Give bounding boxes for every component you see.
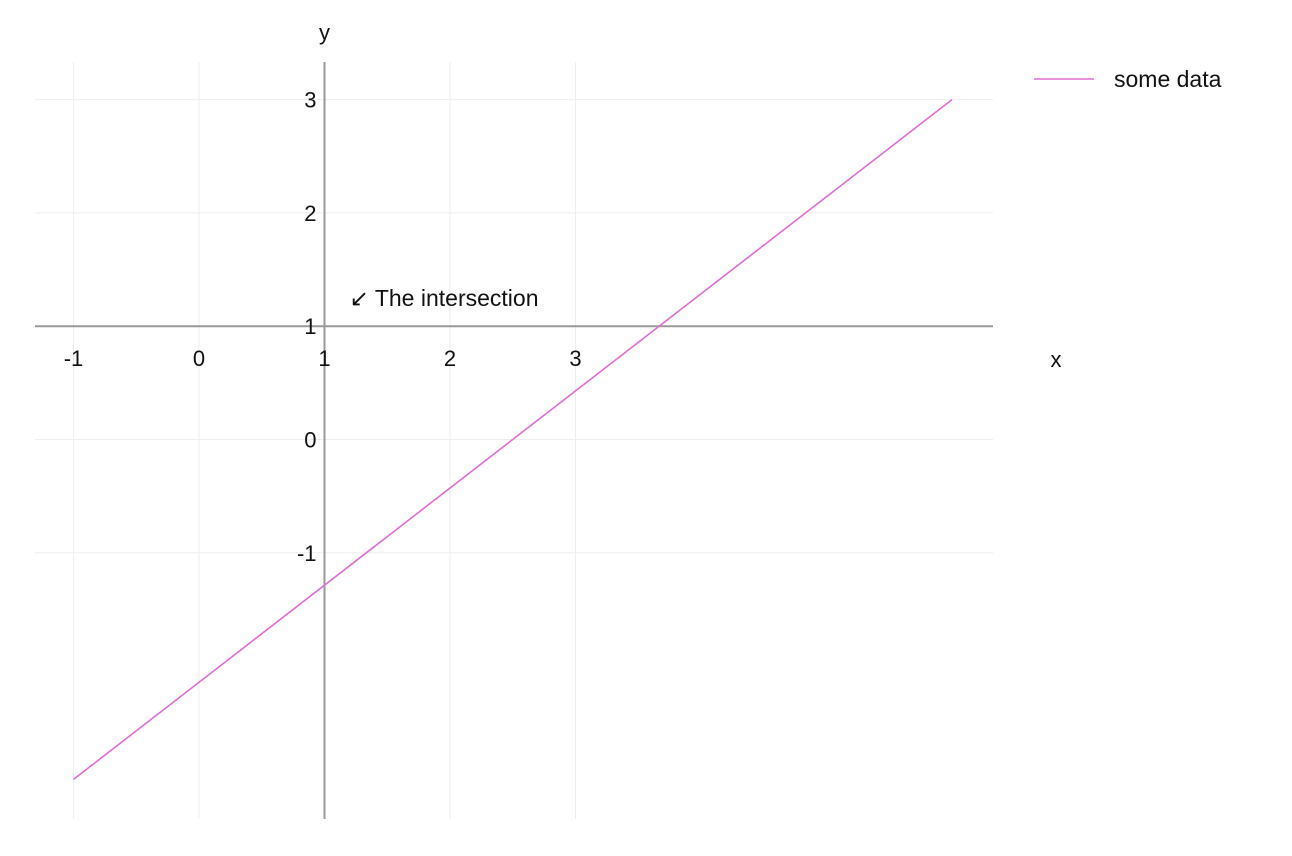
axis-titles: xy <box>319 20 1062 372</box>
x-tick-label: 1 <box>318 346 330 371</box>
tick-labels: -1 0 1 2 3 -1 0 1 2 3 <box>64 88 582 566</box>
y-tick-label: -1 <box>297 541 317 566</box>
y-tick-label: 2 <box>304 201 316 226</box>
axes <box>35 62 993 819</box>
grid <box>35 62 993 819</box>
annotation-label: ↙ The intersection <box>350 285 539 311</box>
legend-entry: some data <box>1114 66 1222 92</box>
x-tick-label: -1 <box>64 346 84 371</box>
x-tick-label: 3 <box>569 346 581 371</box>
legend: some data <box>1034 66 1222 92</box>
y-tick-label: 1 <box>304 314 316 339</box>
series-line <box>73 98 953 781</box>
x-tick-label: 0 <box>193 346 205 371</box>
x-axis-title: x <box>1051 347 1062 372</box>
y-tick-label: 0 <box>304 428 316 453</box>
y-tick-label: 3 <box>304 88 316 113</box>
x-tick-label: 2 <box>444 346 456 371</box>
series-lines <box>73 98 953 781</box>
annotations: ↙ The intersection <box>350 285 539 311</box>
y-axis-title: y <box>319 20 330 45</box>
